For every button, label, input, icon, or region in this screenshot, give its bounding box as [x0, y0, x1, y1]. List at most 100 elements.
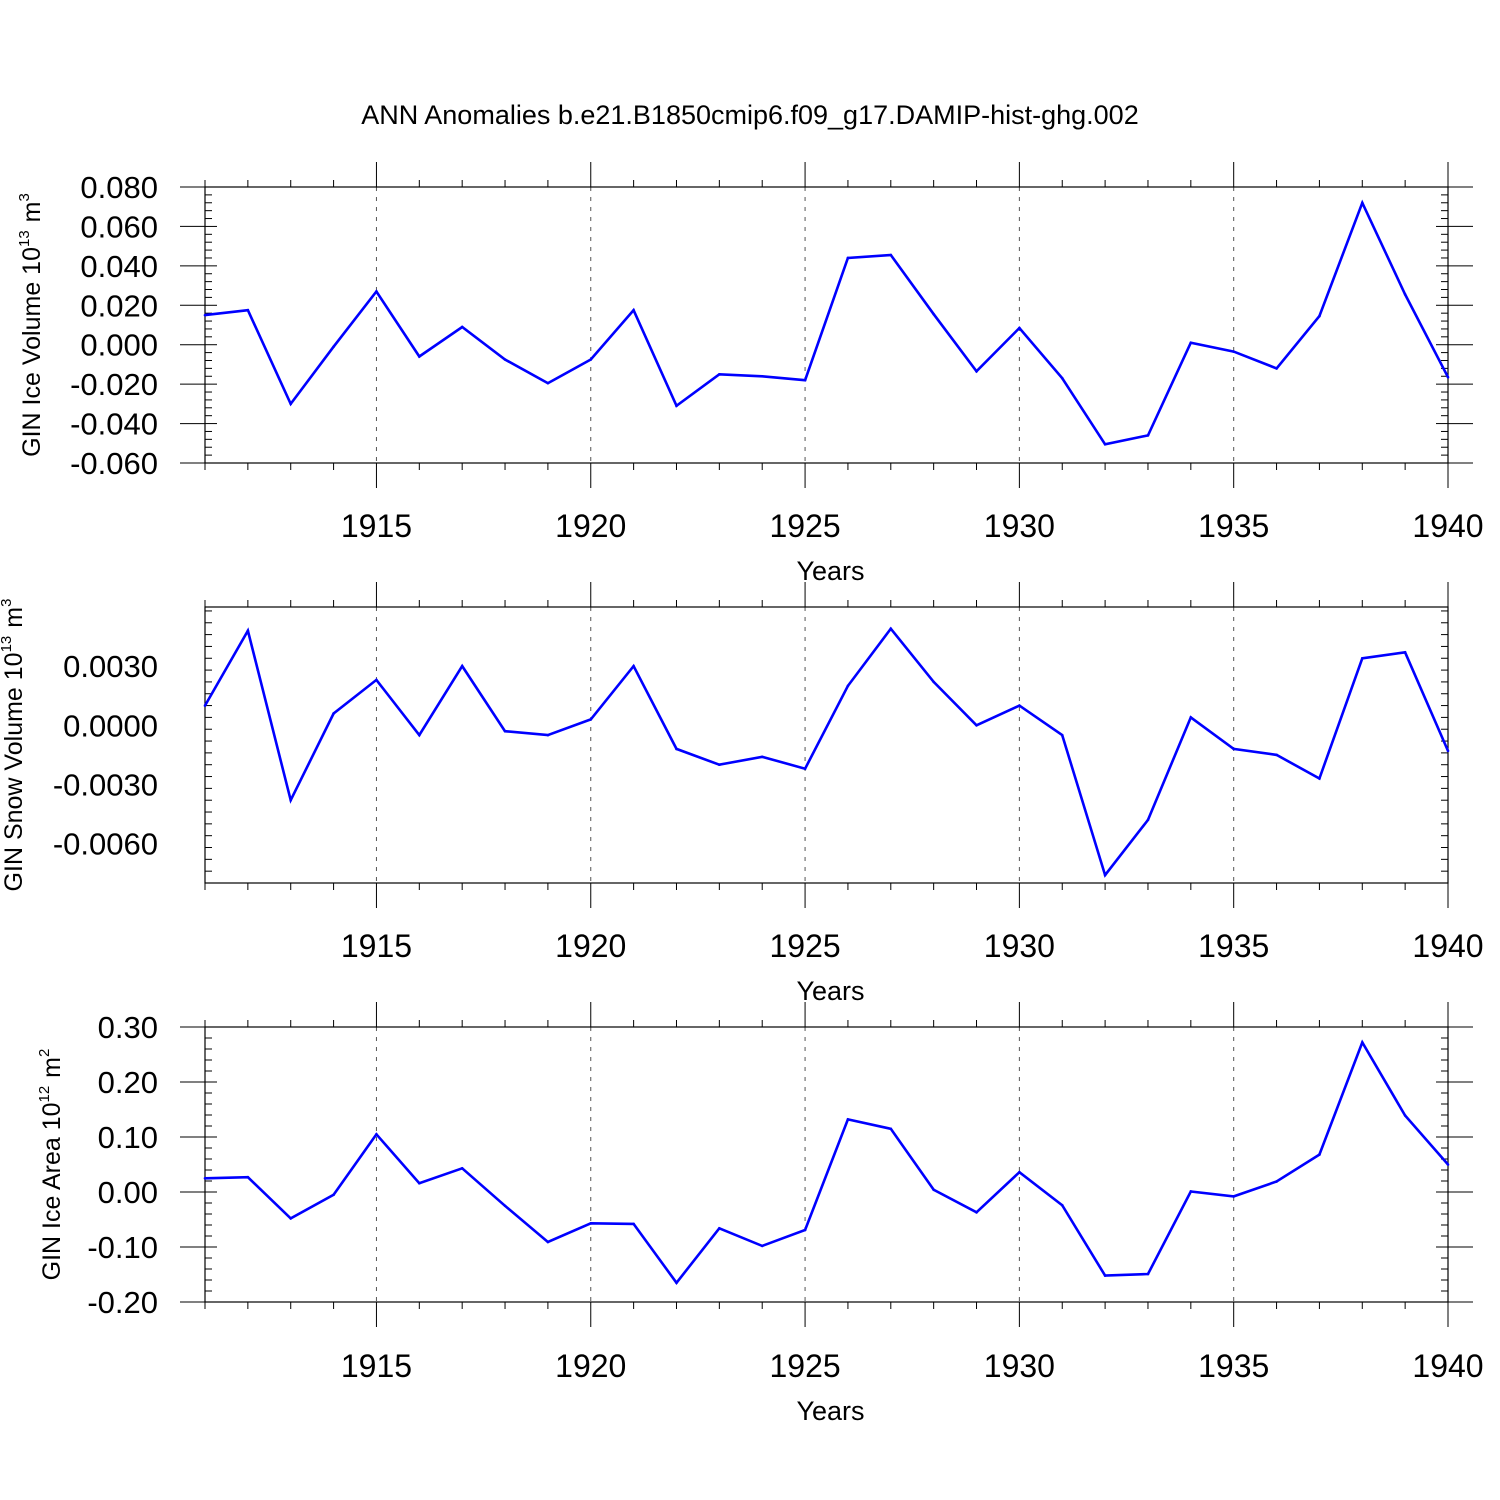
data-point [889, 1127, 893, 1131]
x-axis-label: Years [796, 1396, 864, 1426]
x-tick-label: 1920 [555, 1348, 626, 1384]
data-point [1189, 1190, 1193, 1193]
x-tick-label: 1925 [769, 508, 840, 544]
y-axis-label-unit-exponent: 2 [36, 1049, 53, 1057]
x-tick-label: 1935 [1198, 928, 1269, 964]
data-point [289, 402, 293, 406]
data-point [1403, 1114, 1407, 1117]
data-point [332, 345, 335, 348]
panels: 1915 1920 1925 1930 1935 1940 Years -0.060 -0.04… [0, 162, 1484, 1426]
x-tick-label: 1935 [1198, 1348, 1269, 1384]
data-point [246, 308, 250, 312]
data-point [1318, 314, 1321, 318]
data-point [1318, 777, 1321, 780]
y-tick-label: 0.040 [80, 249, 158, 284]
data-point [1275, 1180, 1278, 1183]
y-tick-label: 0.10 [98, 1120, 158, 1155]
data-point [203, 704, 207, 707]
data-point [1189, 716, 1193, 719]
data-point [1232, 1195, 1235, 1198]
data-point [632, 1222, 635, 1226]
data-point [1103, 873, 1107, 877]
y-axis-label-unit-exponent: 3 [0, 599, 15, 607]
data-point [1403, 293, 1407, 296]
data-point [418, 733, 421, 737]
data-point [203, 1176, 207, 1180]
data-point [460, 1167, 464, 1170]
data-point [1232, 747, 1235, 751]
data-point [718, 1227, 721, 1230]
data-point [460, 664, 464, 668]
data-point [1446, 749, 1450, 753]
y-axis-label-unit: m [18, 202, 46, 223]
data-point [803, 378, 807, 382]
data-point [1189, 341, 1193, 345]
data-point [932, 680, 935, 684]
x-tick-label: 1925 [769, 928, 840, 964]
y-axis-label-unit: m [38, 1057, 66, 1078]
x-tick-label: 1930 [984, 508, 1055, 544]
series-line [204, 1039, 1449, 1285]
y-axis-label: GIN Ice Volume 1013 m3 [16, 193, 46, 457]
x-tick-label: 1935 [1198, 508, 1269, 544]
y-axis-label: GIN Ice Area 1012 m2 [36, 1049, 66, 1281]
data-point [932, 1188, 935, 1192]
x-tick-label: 1915 [341, 1348, 412, 1384]
data-point [332, 1193, 335, 1197]
plot-frame [204, 606, 1449, 884]
data-point [760, 1244, 764, 1248]
data-point [375, 678, 378, 682]
series-line [203, 626, 1450, 878]
data-point [246, 629, 250, 632]
data-point [632, 308, 635, 312]
y-tick-label: 0.020 [80, 288, 158, 323]
y-tick-label: -0.020 [70, 367, 158, 402]
data-point [675, 747, 678, 751]
y-axis-label-exponent: 13 [0, 636, 15, 653]
data-point [1018, 1170, 1021, 1174]
data-point [975, 723, 978, 727]
data-point [760, 374, 764, 378]
data-point [1146, 434, 1150, 437]
data-point [632, 664, 635, 668]
y-tick-label: 0.080 [80, 170, 158, 205]
data-point [889, 253, 893, 257]
panel-3: 1915 1920 1925 1930 1935 1940 Years -0.20 -0.10 0… [36, 1002, 1484, 1426]
y-tick-label: 0.060 [80, 209, 158, 244]
data-point [975, 1211, 978, 1214]
plot-frame [204, 186, 1449, 464]
data-point [1360, 201, 1364, 205]
data-point [1232, 350, 1235, 353]
y-tick-label: -0.040 [70, 407, 158, 442]
data-point [675, 404, 678, 408]
data-point [503, 1204, 507, 1208]
data-point [1318, 1153, 1321, 1156]
panel-1: 1915 1920 1925 1930 1935 1940 Years -0.060 -0.04… [16, 162, 1484, 586]
data-point [418, 1181, 421, 1185]
data-point [1060, 733, 1064, 737]
plot-frame [204, 1026, 1449, 1303]
y-tick-label: -0.0030 [53, 767, 158, 802]
data-point [546, 381, 550, 385]
data-point [375, 1132, 378, 1136]
y-tick-label: -0.0060 [53, 827, 158, 862]
data-point [375, 290, 378, 293]
data-point [1446, 375, 1450, 379]
x-tick-label: 1940 [1412, 508, 1483, 544]
x-tick-label: 1940 [1412, 1348, 1483, 1384]
panel-2: 1915 1920 1925 1930 1935 1940 Years -0.0060 -0.0… [0, 582, 1484, 1006]
y-tick-label: -0.060 [70, 446, 158, 481]
data-point [1403, 651, 1407, 654]
data-point [1360, 1041, 1364, 1044]
y-tick-label: 0.30 [98, 1010, 158, 1045]
data-point [460, 325, 464, 329]
data-point [589, 1222, 593, 1225]
y-tick-label: 0.000 [80, 328, 158, 363]
data-point [589, 358, 593, 361]
x-tick-label: 1920 [555, 508, 626, 544]
data-point [1275, 753, 1278, 757]
y-axis-label-text: GIN Ice Volume 10 [18, 247, 46, 457]
y-axis-label-text: GIN Snow Volume 10 [0, 652, 28, 891]
y-tick-label: 0.0030 [63, 649, 158, 684]
data-point [718, 372, 721, 376]
